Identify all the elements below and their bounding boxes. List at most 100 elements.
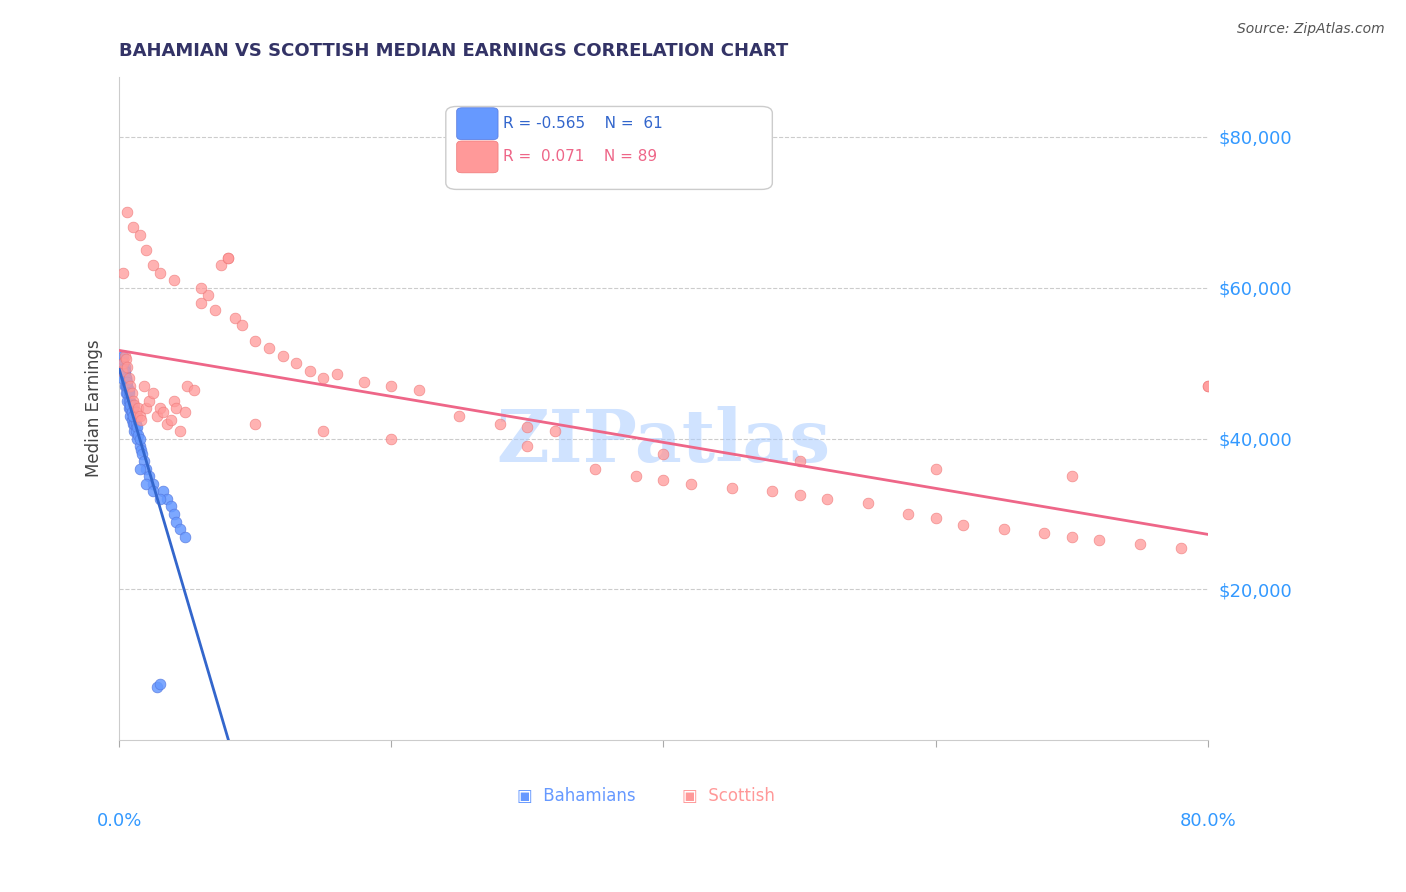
- Point: [118, 386, 141, 401]
- FancyBboxPatch shape: [457, 141, 498, 173]
- Point: [122, 409, 145, 423]
- Point: [285, 356, 308, 370]
- Point: [112, 356, 135, 370]
- Point: [326, 368, 349, 382]
- Point: [408, 383, 430, 397]
- Point: [135, 462, 157, 476]
- Text: BAHAMIAN VS SCOTTISH MEDIAN EARNINGS CORRELATION CHART: BAHAMIAN VS SCOTTISH MEDIAN EARNINGS COR…: [120, 42, 789, 60]
- FancyBboxPatch shape: [457, 108, 498, 140]
- Point: [1060, 469, 1083, 483]
- Point: [112, 266, 135, 280]
- Point: [112, 364, 135, 378]
- Point: [122, 393, 145, 408]
- Point: [117, 359, 139, 374]
- Point: [298, 364, 321, 378]
- Point: [122, 401, 145, 416]
- Point: [120, 409, 142, 423]
- Y-axis label: Median Earnings: Median Earnings: [86, 340, 103, 477]
- Point: [129, 413, 152, 427]
- Point: [789, 488, 811, 502]
- Point: [124, 417, 146, 431]
- Point: [271, 349, 294, 363]
- Point: [128, 439, 150, 453]
- Point: [312, 424, 335, 438]
- Point: [204, 303, 226, 318]
- Point: [380, 432, 402, 446]
- Point: [135, 476, 157, 491]
- Point: [120, 401, 142, 416]
- Text: R =  0.071    N = 89: R = 0.071 N = 89: [503, 149, 658, 164]
- Point: [142, 386, 165, 401]
- Point: [169, 522, 191, 536]
- Point: [120, 393, 142, 408]
- Point: [121, 398, 143, 412]
- Point: [127, 401, 149, 416]
- Point: [121, 405, 143, 419]
- Point: [114, 359, 136, 374]
- Point: [122, 398, 145, 412]
- Point: [160, 413, 183, 427]
- Point: [118, 371, 141, 385]
- Point: [112, 349, 135, 363]
- Point: [111, 352, 134, 367]
- Point: [117, 393, 139, 408]
- Point: [217, 251, 239, 265]
- Point: [173, 405, 195, 419]
- Point: [118, 401, 141, 416]
- Point: [993, 522, 1015, 536]
- Point: [122, 409, 145, 423]
- Point: [1197, 379, 1219, 393]
- Point: [128, 462, 150, 476]
- Point: [115, 352, 138, 367]
- Point: [129, 442, 152, 457]
- Point: [124, 405, 146, 419]
- Point: [122, 417, 145, 431]
- Point: [125, 432, 148, 446]
- Text: ▣  Bahamians: ▣ Bahamians: [517, 787, 636, 805]
- Point: [149, 491, 172, 506]
- Point: [1033, 525, 1056, 540]
- Point: [115, 386, 138, 401]
- Point: [1197, 379, 1219, 393]
- Point: [114, 368, 136, 382]
- Point: [117, 375, 139, 389]
- Point: [120, 398, 142, 412]
- Point: [652, 447, 675, 461]
- Point: [121, 413, 143, 427]
- Point: [111, 364, 134, 378]
- Point: [1170, 541, 1192, 555]
- Point: [118, 393, 141, 408]
- Point: [142, 258, 165, 272]
- Point: [190, 281, 212, 295]
- Point: [449, 409, 471, 423]
- Point: [231, 318, 253, 333]
- Point: [856, 496, 879, 510]
- Point: [114, 364, 136, 378]
- Point: [209, 258, 232, 272]
- Point: [149, 676, 172, 690]
- Point: [217, 251, 239, 265]
- Point: [165, 515, 187, 529]
- Point: [585, 462, 607, 476]
- Point: [122, 220, 145, 235]
- Point: [152, 405, 174, 419]
- Point: [117, 205, 139, 219]
- Point: [183, 383, 205, 397]
- Point: [125, 420, 148, 434]
- Point: [245, 417, 267, 431]
- Point: [815, 491, 838, 506]
- Point: [114, 379, 136, 393]
- Point: [135, 401, 157, 416]
- Point: [149, 401, 172, 416]
- Point: [169, 424, 191, 438]
- Point: [114, 349, 136, 363]
- Point: [761, 484, 783, 499]
- Point: [146, 409, 169, 423]
- Point: [380, 379, 402, 393]
- Point: [176, 379, 198, 393]
- Point: [173, 530, 195, 544]
- Point: [516, 420, 538, 434]
- Point: [224, 310, 246, 325]
- Text: R = -0.565    N =  61: R = -0.565 N = 61: [503, 116, 664, 130]
- Point: [117, 379, 139, 393]
